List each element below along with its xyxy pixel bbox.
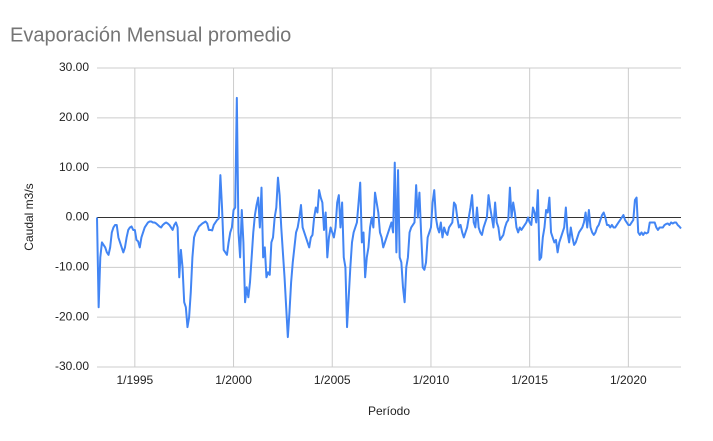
y-axis-label: Caudal m3/s xyxy=(22,183,36,250)
x-tick-label: 1/2005 xyxy=(314,373,351,387)
x-axis-label: Período xyxy=(368,404,410,418)
series-line xyxy=(96,96,682,339)
x-tick-label: 1/2000 xyxy=(215,373,252,387)
y-tick-label: 10.00 xyxy=(59,160,89,174)
x-tick-label: 1/2015 xyxy=(511,373,548,387)
x-tick-label: 1/2010 xyxy=(413,373,450,387)
y-tick-label: 30.00 xyxy=(59,60,89,74)
y-tick-label: -20.00 xyxy=(55,309,89,323)
y-tick-label: 0.00 xyxy=(66,210,90,224)
y-tick-label: -10.00 xyxy=(55,260,89,274)
y-tick-label: 20.00 xyxy=(59,110,89,124)
chart-title: Evaporación Mensual promedio xyxy=(10,24,291,46)
x-tick-label: 1/1995 xyxy=(116,373,153,387)
x-tick-label: 1/2020 xyxy=(610,373,647,387)
y-tick-label: -30.00 xyxy=(55,359,89,373)
